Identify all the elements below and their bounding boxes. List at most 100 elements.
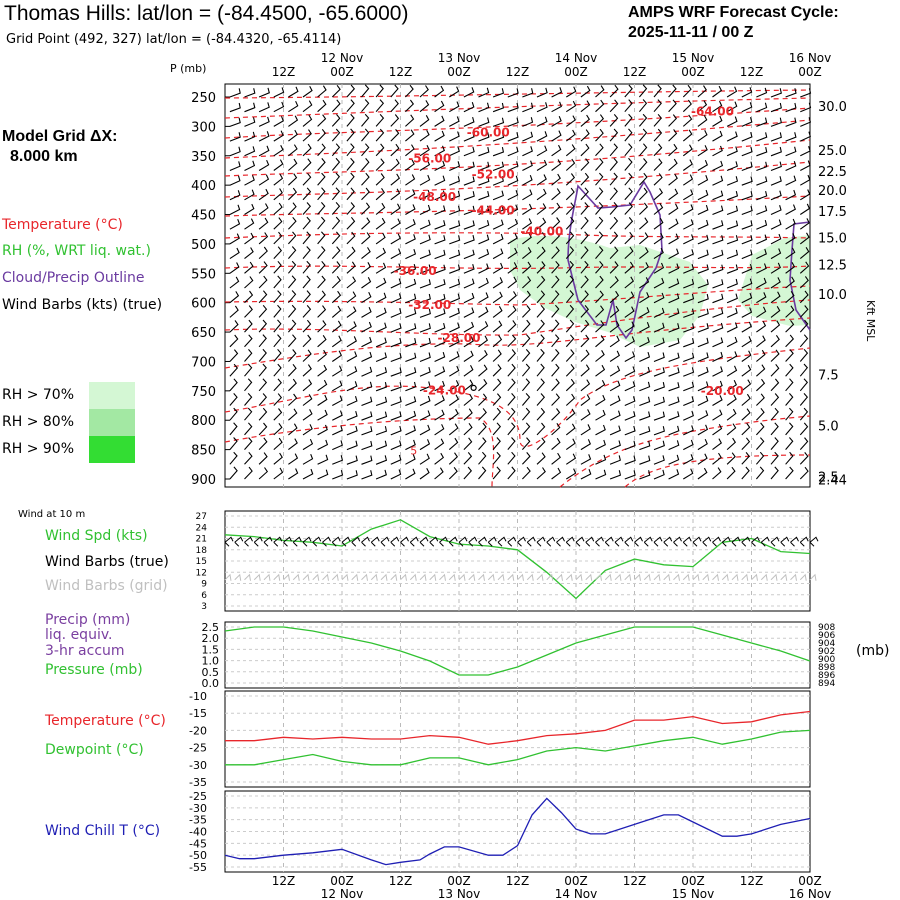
wind-barb xyxy=(800,102,812,113)
wind-barb xyxy=(361,306,372,318)
wind-barb xyxy=(800,131,811,142)
wind-barb xyxy=(434,205,446,216)
wind-barb xyxy=(726,408,737,421)
grid-wind-barb xyxy=(390,573,398,581)
wind-barb xyxy=(229,422,238,436)
wind-barb xyxy=(317,202,326,215)
wind-barb xyxy=(580,246,589,259)
wind-barb xyxy=(653,322,665,333)
pressure-ytick: 904 xyxy=(818,639,835,649)
wind-barb xyxy=(653,188,664,201)
wind-barb xyxy=(434,322,446,333)
wind-barb xyxy=(229,378,238,392)
wind-barb xyxy=(770,102,782,113)
wind-barb xyxy=(258,467,269,480)
wind-barb xyxy=(726,351,738,362)
wind-barb xyxy=(507,262,518,274)
wind-barb xyxy=(683,204,694,215)
wind-barb xyxy=(375,173,385,186)
wind-barb xyxy=(375,367,388,377)
wind-barb xyxy=(302,216,311,230)
wind-barb xyxy=(332,455,344,465)
pressure-unit: (mb) xyxy=(856,643,890,659)
wind-barb xyxy=(390,337,402,348)
grid-wind-barb xyxy=(380,573,388,581)
wind-barb xyxy=(449,101,460,113)
wind-barb xyxy=(258,378,268,392)
wind-barb xyxy=(697,234,709,245)
grid-wind-barb xyxy=(624,573,632,581)
wind-barb xyxy=(609,216,619,230)
kft-tick: 22.5 xyxy=(818,165,847,180)
wind-barb xyxy=(346,99,355,113)
wind-barb xyxy=(346,440,358,451)
wind-barb xyxy=(492,466,501,480)
wind-barb xyxy=(595,424,606,436)
wind-barb xyxy=(668,248,679,260)
wind-barb xyxy=(346,470,358,480)
wind-barb xyxy=(244,189,255,201)
wind-barb xyxy=(507,334,517,348)
wind-barb xyxy=(434,467,444,480)
wind-barb xyxy=(229,451,238,465)
wind-barb xyxy=(712,264,724,274)
wind-barb xyxy=(449,176,461,186)
wind-barb xyxy=(492,291,503,304)
wind-barb xyxy=(770,466,779,480)
wind-barb xyxy=(317,260,326,274)
wind-barb xyxy=(697,159,708,171)
wind-barb xyxy=(492,393,502,406)
wind-barb xyxy=(317,216,326,230)
wind-barb xyxy=(302,409,313,421)
wind-barb xyxy=(609,365,621,377)
wind-barb xyxy=(536,145,548,157)
dewpoint-series xyxy=(225,729,811,766)
true-wind-barb xyxy=(263,536,273,547)
wind-barb xyxy=(346,336,357,348)
wind-barb xyxy=(434,190,446,201)
wind-barb xyxy=(419,337,431,348)
pressure-ytick: 902 xyxy=(818,647,835,657)
wind-barb xyxy=(565,378,575,392)
wind-barb xyxy=(287,349,297,362)
wind-barb xyxy=(682,99,692,113)
wind-barb xyxy=(229,262,240,274)
wind-barb xyxy=(346,172,355,186)
wind-barb xyxy=(522,88,534,98)
wind-barb xyxy=(536,203,547,215)
wind-barb xyxy=(492,320,503,333)
wind-barb xyxy=(785,233,796,245)
wind-barb xyxy=(405,204,416,215)
wind-barb xyxy=(668,396,680,407)
wind-barb xyxy=(741,131,753,142)
wind-barb xyxy=(317,172,326,186)
wind-barb xyxy=(551,130,562,142)
wind-barb xyxy=(463,176,475,186)
wind-barb xyxy=(331,172,341,186)
grid-wind-barb xyxy=(614,573,622,581)
wind-barb xyxy=(624,470,636,480)
wind-barb xyxy=(770,161,782,172)
isotherm-label: -24.00 xyxy=(423,383,466,397)
wind-barb xyxy=(668,382,680,392)
pressure-tick: 500 xyxy=(191,238,216,253)
wind-barb xyxy=(609,128,619,142)
wind-barb xyxy=(683,249,694,260)
wind-barb xyxy=(785,363,794,377)
top-hour-label: 00Z xyxy=(564,65,588,79)
wind-barb xyxy=(639,470,651,480)
forecast-cycle: AMPS WRF Forecast Cycle: 2025-11-11 / 00… xyxy=(628,3,839,43)
wind-barb xyxy=(536,378,545,392)
wind-barb xyxy=(741,87,753,98)
wind-barb xyxy=(492,334,503,348)
wind-barb xyxy=(434,235,446,245)
wind-barb xyxy=(668,323,680,333)
wind-barb xyxy=(522,160,533,171)
wind-barb xyxy=(609,246,619,259)
wind-barb xyxy=(580,439,591,451)
wind-barb xyxy=(331,320,342,333)
wind-barb xyxy=(668,337,680,348)
wind-barb xyxy=(726,131,738,142)
wind-barb xyxy=(492,349,502,362)
wind-barb xyxy=(390,396,402,407)
